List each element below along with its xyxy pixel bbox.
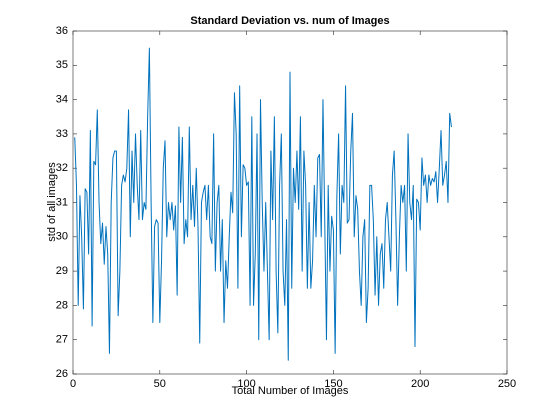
y-tick-label: 33 bbox=[56, 128, 68, 140]
y-tick-label: 29 bbox=[56, 265, 68, 277]
chart-title: Standard Deviation vs. num of Images bbox=[190, 15, 389, 27]
x-tick-label: 0 bbox=[70, 378, 76, 390]
x-tick-label: 250 bbox=[498, 378, 516, 390]
y-tick-label: 36 bbox=[56, 25, 68, 37]
y-tick-label: 32 bbox=[56, 162, 68, 174]
y-tick-label: 27 bbox=[56, 334, 68, 346]
x-tick-label: 150 bbox=[324, 378, 342, 390]
data-line bbox=[74, 47, 452, 361]
y-tick-label: 31 bbox=[56, 196, 68, 208]
x-tick-label: 100 bbox=[237, 378, 255, 390]
y-tick-label: 28 bbox=[56, 299, 68, 311]
y-tick-label: 26 bbox=[56, 368, 68, 380]
y-tick-label: 30 bbox=[56, 231, 68, 243]
x-tick-label: 50 bbox=[154, 378, 166, 390]
y-tick-label: 34 bbox=[56, 94, 68, 106]
y-axis-label: std of all images bbox=[46, 162, 58, 242]
y-tick-label: 35 bbox=[56, 59, 68, 71]
x-tick-label: 200 bbox=[411, 378, 429, 390]
x-axis-label: Total Number of Images bbox=[232, 385, 349, 397]
